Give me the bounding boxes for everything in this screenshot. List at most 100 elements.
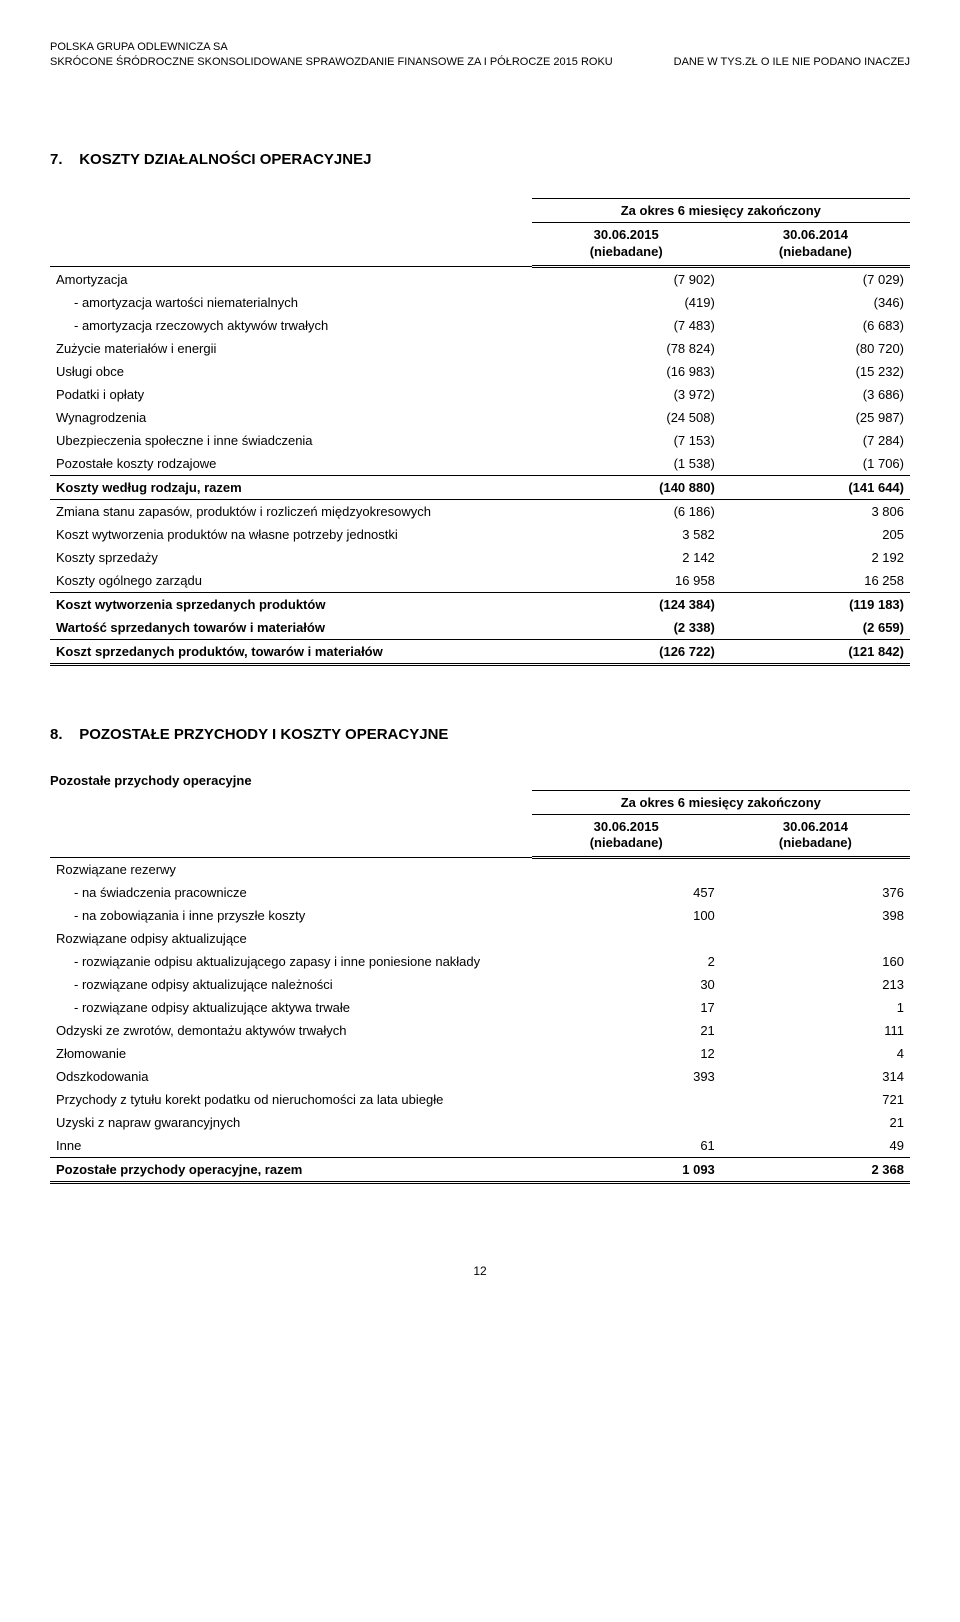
table-row: Podatki i opłaty(3 972)(3 686) [50, 383, 910, 406]
row-label: Koszty według rodzaju, razem [50, 475, 532, 499]
table-row: Przychody z tytułu korekt podatku od nie… [50, 1088, 910, 1111]
page-content: POLSKA GRUPA ODLEWNICZA SA SKRÓCONE ŚRÓD… [0, 0, 960, 1318]
row-label: - na świadczenia pracownicze [50, 881, 532, 904]
row-value-2: (7 029) [721, 266, 910, 291]
table-row: Ubezpieczenia społeczne i inne świadczen… [50, 429, 910, 452]
section-7-heading: 7. KOSZTY DZIAŁALNOŚCI OPERACYJNEJ [50, 151, 910, 168]
company-name: POLSKA GRUPA ODLEWNICZA SA [50, 40, 613, 55]
table-row: Pozostałe przychody operacyjne, razem1 0… [50, 1158, 910, 1183]
table-row: Zmiana stanu zapasów, produktów i rozlic… [50, 499, 910, 523]
row-value-2: (119 183) [721, 592, 910, 616]
row-value-2: 21 [721, 1111, 910, 1134]
row-value-2: 16 258 [721, 569, 910, 593]
row-label: Koszt wytworzenia produktów na własne po… [50, 523, 532, 546]
row-label: Koszty ogólnego zarządu [50, 569, 532, 593]
row-value-1: 3 582 [532, 523, 721, 546]
table-row: Rozwiązane odpisy aktualizujące [50, 927, 910, 950]
row-label: - rozwiązane odpisy aktualizujące aktywa… [50, 996, 532, 1019]
row-value-2: 205 [721, 523, 910, 546]
row-value-1: 30 [532, 973, 721, 996]
row-value-2: (346) [721, 291, 910, 314]
section-8-subheading: Pozostałe przychody operacyjne [50, 773, 910, 788]
row-value-2: 49 [721, 1134, 910, 1158]
row-label: Złomowanie [50, 1042, 532, 1065]
row-label: - rozwiązane odpisy aktualizujące należn… [50, 973, 532, 996]
row-value-2: 213 [721, 973, 910, 996]
row-value-2: (80 720) [721, 337, 910, 360]
row-label: Amortyzacja [50, 266, 532, 291]
page-header: POLSKA GRUPA ODLEWNICZA SA SKRÓCONE ŚRÓD… [50, 40, 910, 71]
row-value-2: 721 [721, 1088, 910, 1111]
row-value-2: 3 806 [721, 499, 910, 523]
row-value-2: 2 368 [721, 1158, 910, 1183]
table-row: - amortyzacja wartości niematerialnych(4… [50, 291, 910, 314]
page-number: 12 [50, 1264, 910, 1278]
row-value-1: (124 384) [532, 592, 721, 616]
row-value-2: (7 284) [721, 429, 910, 452]
row-value-1 [532, 1088, 721, 1111]
table-row: Pozostałe koszty rodzajowe(1 538)(1 706) [50, 452, 910, 476]
period-caption-2: Za okres 6 miesięcy zakończony [532, 790, 910, 814]
table-row: Amortyzacja(7 902)(7 029) [50, 266, 910, 291]
table-other-operating-income: Za okres 6 miesięcy zakończony 30.06.201… [50, 790, 910, 1185]
col-head-2014-b: 30.06.2014(niebadane) [721, 814, 910, 858]
row-value-1: (3 972) [532, 383, 721, 406]
table-row: Uzyski z napraw gwarancyjnych 21 [50, 1111, 910, 1134]
col-head-2015-a: 30.06.2015(niebadane) [532, 222, 721, 266]
row-value-1: 2 142 [532, 546, 721, 569]
row-value-2: (25 987) [721, 406, 910, 429]
row-label: Odszkodowania [50, 1065, 532, 1088]
row-label: Odzyski ze zwrotów, demontażu aktywów tr… [50, 1019, 532, 1042]
table-row: - na świadczenia pracownicze457376 [50, 881, 910, 904]
row-value-1: (6 186) [532, 499, 721, 523]
row-value-2: (3 686) [721, 383, 910, 406]
header-right: DANE W TYS.ZŁ O ILE NIE PODANO INACZEJ [674, 40, 910, 71]
row-value-1: (24 508) [532, 406, 721, 429]
row-value-1: (2 338) [532, 616, 721, 640]
col-head-2014-a: 30.06.2014(niebadane) [721, 222, 910, 266]
row-value-1: 17 [532, 996, 721, 1019]
row-value-1: (140 880) [532, 475, 721, 499]
row-value-2: (2 659) [721, 616, 910, 640]
row-value-2: (6 683) [721, 314, 910, 337]
row-value-1: 16 958 [532, 569, 721, 593]
table-row: Zużycie materiałów i energii(78 824)(80 … [50, 337, 910, 360]
row-label: Wartość sprzedanych towarów i materiałów [50, 616, 532, 640]
row-label: Pozostałe przychody operacyjne, razem [50, 1158, 532, 1183]
section-8-heading: 8. POZOSTAŁE PRZYCHODY I KOSZTY OPERACYJ… [50, 726, 910, 743]
row-label: Rozwiązane odpisy aktualizujące [50, 927, 532, 950]
row-label: - rozwiązanie odpisu aktualizującego zap… [50, 950, 532, 973]
row-label: Koszt sprzedanych produktów, towarów i m… [50, 639, 532, 664]
table-row: Inne6149 [50, 1134, 910, 1158]
row-value-1: 100 [532, 904, 721, 927]
table-row: Rozwiązane rezerwy [50, 858, 910, 882]
table-row: - na zobowiązania i inne przyszłe koszty… [50, 904, 910, 927]
row-label: Uzyski z napraw gwarancyjnych [50, 1111, 532, 1134]
row-label: Wynagrodzenia [50, 406, 532, 429]
table-operating-costs: Za okres 6 miesięcy zakończony 30.06.201… [50, 198, 910, 666]
row-value-2: 1 [721, 996, 910, 1019]
row-label: Usługi obce [50, 360, 532, 383]
row-value-2: 111 [721, 1019, 910, 1042]
row-value-1: (78 824) [532, 337, 721, 360]
table-row: Koszt wytworzenia sprzedanych produktów(… [50, 592, 910, 616]
row-value-1 [532, 1111, 721, 1134]
section-8-number: 8. [50, 726, 63, 743]
row-label: - amortyzacja wartości niematerialnych [50, 291, 532, 314]
row-value-2: (1 706) [721, 452, 910, 476]
section-7-number: 7. [50, 151, 63, 168]
row-label: Koszt wytworzenia sprzedanych produktów [50, 592, 532, 616]
table-row: Odszkodowania393314 [50, 1065, 910, 1088]
row-label: Przychody z tytułu korekt podatku od nie… [50, 1088, 532, 1111]
row-label: Zmiana stanu zapasów, produktów i rozlic… [50, 499, 532, 523]
row-value-1: (7 483) [532, 314, 721, 337]
table-row: - rozwiązane odpisy aktualizujące aktywa… [50, 996, 910, 1019]
row-value-2: (121 842) [721, 639, 910, 664]
row-value-1: 2 [532, 950, 721, 973]
table-row: Odzyski ze zwrotów, demontażu aktywów tr… [50, 1019, 910, 1042]
row-value-2: 314 [721, 1065, 910, 1088]
row-value-2: 398 [721, 904, 910, 927]
row-value-1 [532, 858, 721, 882]
header-left: POLSKA GRUPA ODLEWNICZA SA SKRÓCONE ŚRÓD… [50, 40, 613, 71]
table-row: Wartość sprzedanych towarów i materiałów… [50, 616, 910, 640]
